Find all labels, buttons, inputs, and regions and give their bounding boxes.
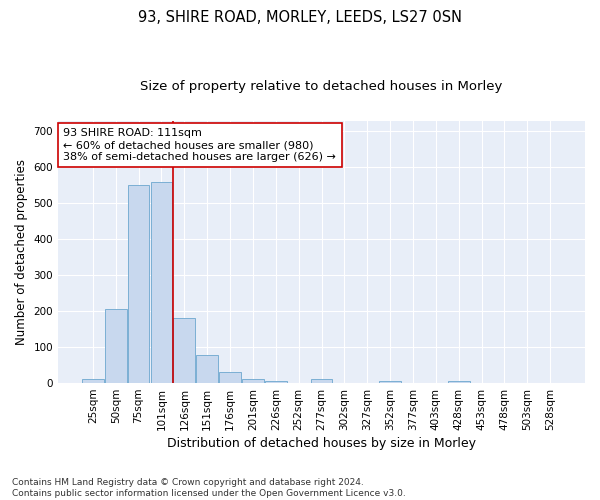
Text: Contains HM Land Registry data © Crown copyright and database right 2024.
Contai: Contains HM Land Registry data © Crown c… — [12, 478, 406, 498]
Bar — [448, 380, 470, 383]
Bar — [151, 182, 172, 383]
Text: 93, SHIRE ROAD, MORLEY, LEEDS, LS27 0SN: 93, SHIRE ROAD, MORLEY, LEEDS, LS27 0SN — [138, 10, 462, 25]
Y-axis label: Number of detached properties: Number of detached properties — [15, 159, 28, 345]
X-axis label: Distribution of detached houses by size in Morley: Distribution of detached houses by size … — [167, 437, 476, 450]
Bar — [173, 318, 195, 383]
Bar — [242, 380, 264, 383]
Title: Size of property relative to detached houses in Morley: Size of property relative to detached ho… — [140, 80, 503, 93]
Bar — [105, 310, 127, 383]
Bar — [265, 380, 287, 383]
Bar — [219, 372, 241, 383]
Bar — [379, 382, 401, 383]
Bar — [196, 355, 218, 383]
Bar — [82, 380, 104, 383]
Bar — [311, 380, 332, 383]
Bar — [128, 186, 149, 383]
Text: 93 SHIRE ROAD: 111sqm
← 60% of detached houses are smaller (980)
38% of semi-det: 93 SHIRE ROAD: 111sqm ← 60% of detached … — [64, 128, 336, 162]
